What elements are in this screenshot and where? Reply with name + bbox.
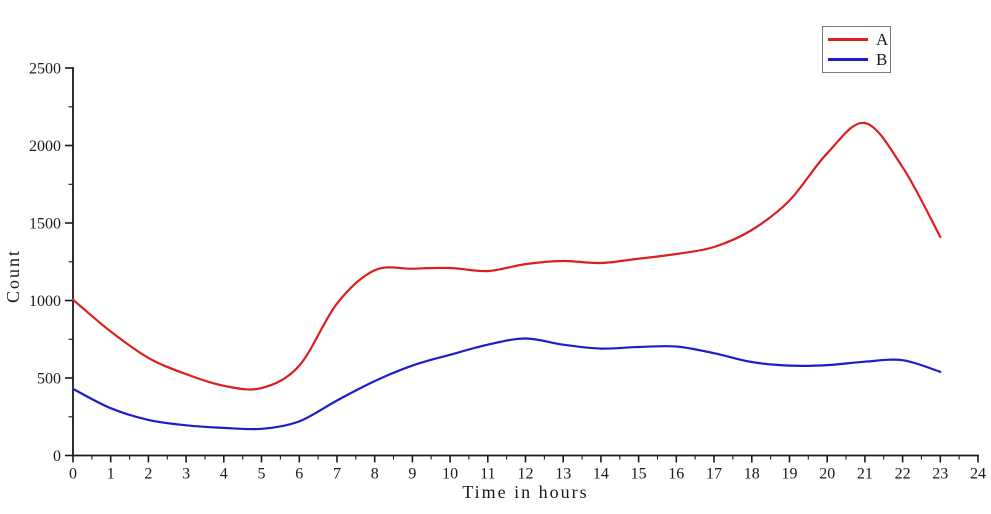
x-tick-label: 12 <box>518 466 534 483</box>
x-tick-label: 16 <box>668 466 684 483</box>
legend-item-b: B <box>828 51 890 68</box>
x-tick-label: 22 <box>895 466 911 483</box>
axes-spines <box>72 67 979 457</box>
x-tick-label: 0 <box>69 466 77 483</box>
x-tick-label: 6 <box>295 466 303 483</box>
x-tick-label: 3 <box>182 466 190 483</box>
legend-label-a: A <box>876 29 889 49</box>
legend-line-swatch-a <box>828 37 868 41</box>
x-tick-label: 9 <box>408 466 416 483</box>
x-tick-label: 14 <box>593 466 609 483</box>
x-tick-label: 20 <box>819 466 835 483</box>
x-tick-label: 4 <box>220 466 228 483</box>
legend-label-b: B <box>876 50 888 70</box>
x-tick-label: 7 <box>333 466 341 483</box>
x-tick-label: 10 <box>442 466 458 483</box>
x-tick-label: 18 <box>744 466 760 483</box>
y-axis-label: Count <box>3 248 23 303</box>
x-tick-label: 23 <box>932 466 948 483</box>
y-tick-label: 2000 <box>29 138 61 155</box>
x-tick-label: 24 <box>970 466 986 483</box>
legend: A B <box>822 26 891 73</box>
y-tick-label: 1000 <box>29 293 61 310</box>
legend-item-a: A <box>828 31 890 48</box>
y-tick-label: 0 <box>53 448 61 465</box>
legend-line-swatch-b <box>828 58 868 62</box>
x-tick-label: 21 <box>857 466 873 483</box>
x-tick-label: 1 <box>107 466 115 483</box>
x-tick-label: 8 <box>371 466 379 483</box>
x-axis-label: Time in hours <box>462 482 589 502</box>
x-tick-label: 13 <box>555 466 571 483</box>
y-tick-label: 1500 <box>29 216 61 233</box>
y-tick-label: 2500 <box>29 61 61 78</box>
x-tick-label: 19 <box>782 466 798 483</box>
series-line-a <box>71 121 942 391</box>
x-tick-label: 17 <box>706 466 722 483</box>
x-tick-label: 5 <box>258 466 266 483</box>
x-tick-label: 11 <box>480 466 495 483</box>
y-tick-label: 500 <box>37 371 61 388</box>
x-tick-label: 2 <box>144 466 152 483</box>
x-tick-label: 15 <box>631 466 647 483</box>
series-line-b <box>71 337 942 431</box>
